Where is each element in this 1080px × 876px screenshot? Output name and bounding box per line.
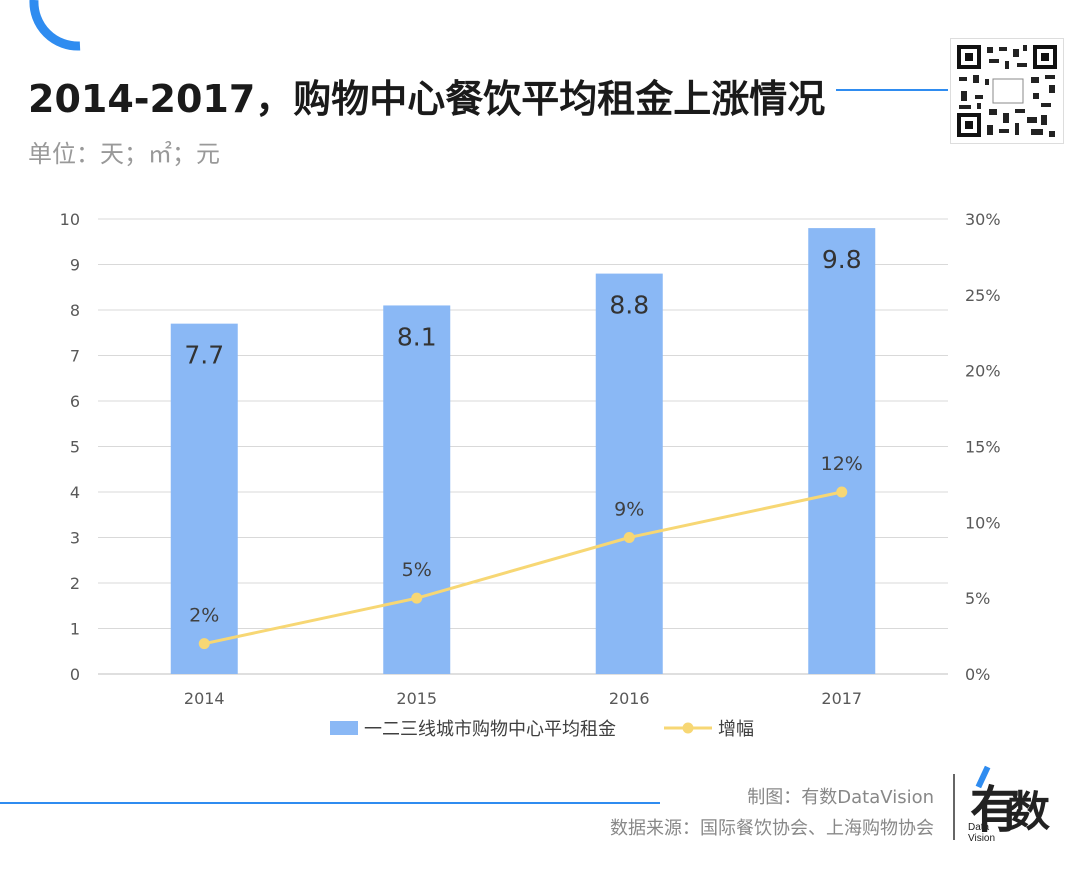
- legend-swatch-point: [682, 722, 694, 734]
- y-tick-label-left: 10: [60, 210, 80, 229]
- legend-swatch-bar: [330, 721, 358, 735]
- credit-source: 数据来源：国际餐饮协会、上海购物协会: [610, 818, 934, 839]
- chart-title: 2014-2017，购物中心餐饮平均租金上涨情况: [28, 77, 826, 121]
- bar: [808, 228, 876, 674]
- x-tick-label: 2016: [609, 689, 650, 708]
- y-tick-label-right: 5%: [965, 589, 990, 608]
- line-point: [198, 638, 210, 650]
- y-tick-label-left: 8: [70, 301, 80, 320]
- bar: [170, 323, 238, 674]
- y-tick-label-left: 3: [70, 529, 80, 548]
- bar: [383, 305, 451, 674]
- logo-text-line: Data: [968, 822, 990, 833]
- y-tick-label-right: 10%: [965, 513, 1001, 532]
- chart: 0 1 2 3 4 5 6 7 8 9 10 0% 5% 10% 15% 20% 25% 30% 7.7 8.1 8.8…: [60, 210, 1001, 740]
- line-point: [623, 532, 635, 543]
- y-tick-label-right: 25%: [965, 286, 1001, 305]
- logo-char: 有: [970, 781, 1020, 839]
- line-data-label: 12%: [821, 453, 863, 475]
- bar-data-label: 7.7: [184, 341, 224, 370]
- y-tick-label-right: 15%: [965, 438, 1001, 457]
- bar: [595, 273, 663, 674]
- legend-label-bar: 一二三线城市购物中心平均租金: [364, 719, 616, 740]
- x-tick-label: 2014: [184, 689, 225, 708]
- y-tick-label-left: 0: [70, 665, 80, 684]
- y-tick-label-left: 9: [70, 256, 80, 275]
- line-data-label: 2%: [189, 605, 219, 627]
- qr-code-icon: [950, 38, 1064, 144]
- line-point: [411, 592, 423, 604]
- credit-divider: [953, 774, 955, 840]
- bar-data-label: 8.1: [397, 322, 437, 351]
- title-rule: [836, 89, 948, 91]
- y-tick-label-left: 6: [70, 392, 80, 411]
- line-series: [203, 490, 843, 646]
- y-tick-label-right: 20%: [965, 362, 1001, 381]
- logo-char: 数: [1008, 787, 1051, 836]
- logo-text: Data Vision: [968, 822, 995, 844]
- line-point: [836, 486, 848, 498]
- y-tick-label-left: 7: [70, 347, 80, 366]
- datavision-logo: 有 数 Data Vision: [962, 764, 1062, 848]
- legend-label-line: 增幅: [718, 719, 754, 740]
- x-tick-label: 2017: [821, 689, 862, 708]
- corner-decoration: [29, 0, 81, 51]
- line-data-label: 5%: [402, 559, 432, 581]
- logo-text-line: Vision: [968, 833, 996, 844]
- y-tick-label-left: 2: [70, 574, 80, 593]
- bar-data-label: 8.8: [609, 291, 649, 320]
- y-tick-label-left: 1: [70, 620, 80, 639]
- x-tick-label: 2015: [396, 689, 437, 708]
- line-data-label: 9%: [614, 499, 644, 521]
- y-tick-label-left: 5: [70, 438, 80, 457]
- y-tick-label-right: 30%: [965, 210, 1001, 229]
- y-tick-label-left: 4: [70, 483, 80, 502]
- bar-data-label: 9.8: [822, 245, 862, 274]
- footer-rule: [0, 802, 660, 804]
- chart-subtitle: 单位：天；㎡；元: [28, 140, 220, 168]
- credit-maker: 制图：有数DataVision: [747, 787, 934, 808]
- y-tick-label-right: 0%: [965, 665, 990, 684]
